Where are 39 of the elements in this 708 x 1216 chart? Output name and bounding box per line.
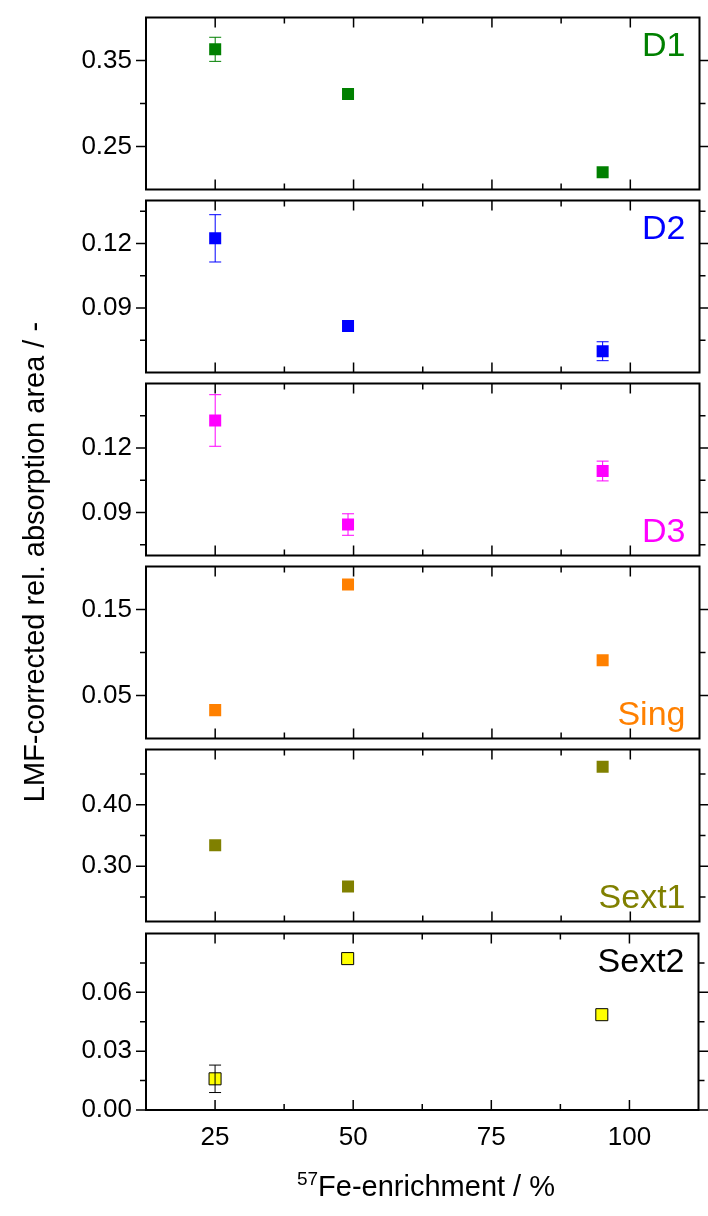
y-tick-label: 0.09 [81,291,132,322]
x-axis-title: $^{57}$Fe-enrichment / % [296,1168,556,1203]
y-tick-label: 0.00 [81,1093,132,1124]
point [596,760,609,773]
text: Sext1 [598,876,686,915]
text: D1 [642,24,686,63]
legend-label: Sext2 [597,940,685,979]
point [342,88,355,101]
point [595,1008,609,1022]
y-tick-label: 0.06 [81,975,132,1006]
x-tick-label: 75 [476,1120,506,1151]
point [209,232,222,245]
y-tick-label: 0.25 [81,129,132,160]
point [209,414,222,427]
y-tick-label: 0.05 [81,678,132,709]
y-tick-label: 0.30 [81,849,132,880]
point [342,578,355,591]
y-axis-title: LMF-corrected rel. absorption area / - [17,321,51,803]
point [596,166,609,179]
y-tick-label: 0.12 [81,431,132,462]
y-tick-label: 0.35 [81,43,132,74]
x-tick-label: 25 [200,1120,230,1151]
series-label: Sing [617,693,686,732]
point [341,952,355,966]
x-tick-label: 50 [338,1120,368,1151]
series-label: D3 [642,510,686,549]
y-tick-label: 0.15 [81,592,132,623]
point [596,654,609,667]
point [209,43,222,56]
y-tick-label: 0.09 [81,495,132,526]
y-tick-label: 0.03 [81,1034,132,1065]
y-tick-label: 0.40 [81,787,132,818]
point [342,320,355,333]
point [209,839,222,852]
text: D2 [642,207,686,246]
point [209,704,222,717]
y-tick-label: 0.12 [81,226,132,257]
x-tick-label: 100 [607,1120,652,1151]
point [342,880,355,893]
